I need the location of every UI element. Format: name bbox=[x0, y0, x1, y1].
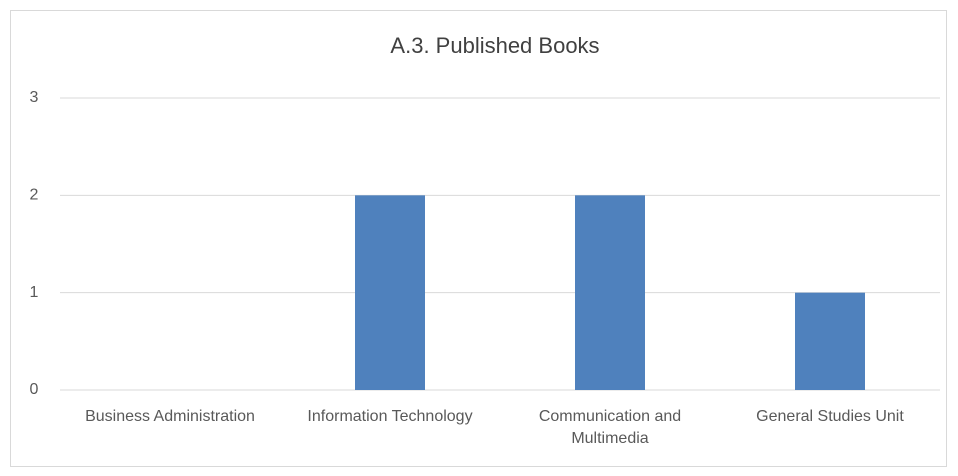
y-tick-label: 1 bbox=[30, 284, 39, 301]
bar bbox=[795, 292, 865, 390]
x-tick-label: Business Administration bbox=[85, 408, 255, 425]
bar bbox=[355, 195, 425, 390]
chart-title: A.3. Published Books bbox=[390, 33, 599, 58]
y-tick-label: 2 bbox=[30, 187, 39, 204]
y-tick-label: 3 bbox=[30, 89, 39, 106]
bar bbox=[575, 195, 645, 390]
x-tick-label: Information Technology bbox=[307, 408, 473, 425]
x-tick-label: Communication and Multimedia bbox=[538, 408, 682, 447]
chart-border bbox=[10, 10, 947, 467]
y-tick-label: 0 bbox=[30, 381, 39, 398]
x-tick-label: General Studies Unit bbox=[756, 408, 904, 425]
